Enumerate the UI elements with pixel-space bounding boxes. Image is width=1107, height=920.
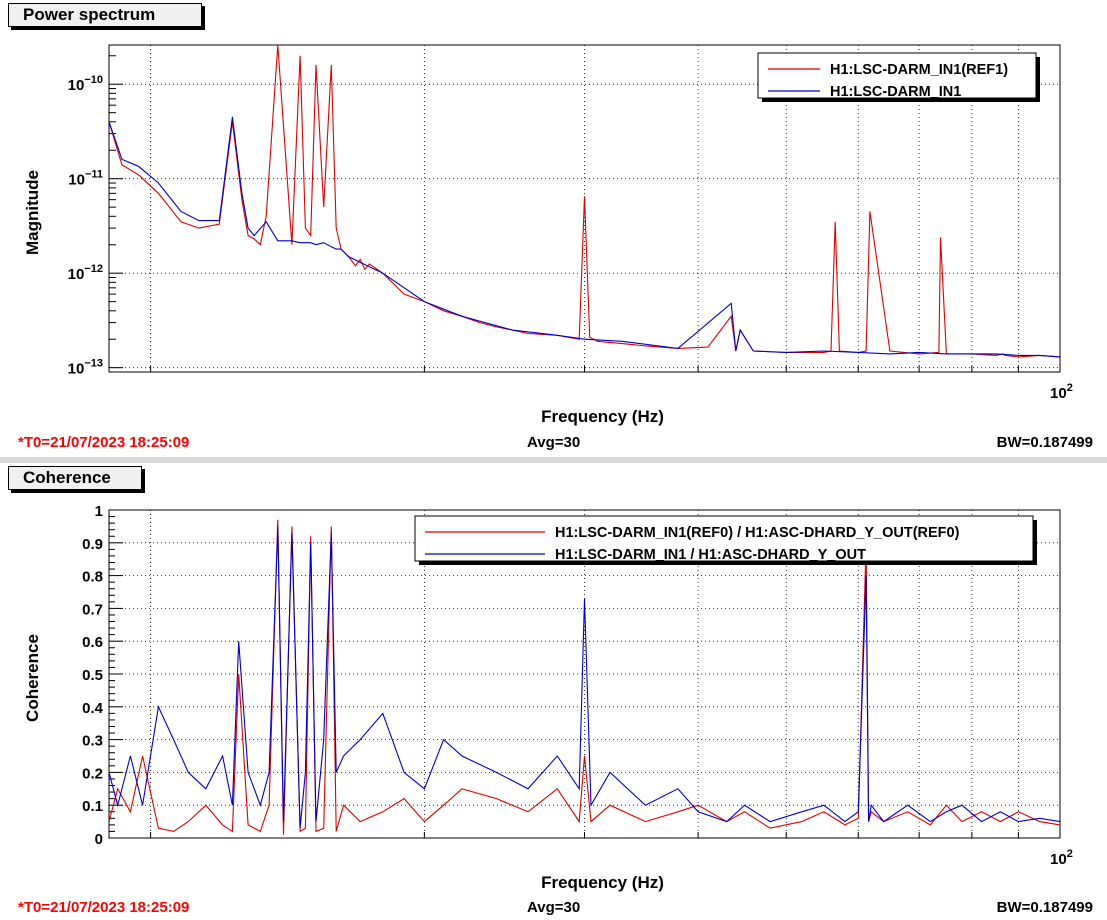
t0-timestamp: *T0=21/07/2023 18:25:09 [18, 434, 190, 451]
bandwidth: BW=0.187499 [996, 434, 1093, 451]
bandwidth: BW=0.187499 [996, 899, 1093, 916]
series-line [109, 526, 1060, 829]
x-tick-label: 102 [1050, 848, 1073, 868]
legend-entry: H1:LSC-DARM_IN1(REF0) / H1:ASC-DHARD_Y_O… [555, 525, 960, 541]
power-spectrum-chart[interactable]: 10−10 10−11 10−12 10−13 102 Frequency (Hz) Mag… [0, 0, 1107, 432]
y-tick-label: 0.1 [82, 798, 103, 815]
y-tick-label: 10−11 [68, 169, 103, 189]
y-tick-label: 10−13 [68, 358, 103, 378]
coherence-panel: Coherence 0 0.1 0.2 0.3 0.4 0.5 0.6 0.7 0.8 0.9 1 1… [0, 463, 1107, 920]
y-tick-label: 0.8 [82, 569, 103, 586]
x-axis-label: Frequency (Hz) [541, 407, 664, 426]
series-line [109, 45, 1060, 358]
panel-title: Coherence [8, 466, 142, 490]
legend-entry: H1:LSC-DARM_IN1 / H1:ASC-DHARD_Y_OUT [555, 547, 866, 563]
y-axis-label: Coherence [23, 634, 42, 722]
series-line [109, 519, 1060, 835]
y-tick-label: 0.7 [82, 601, 103, 618]
y-tick-label: 0.3 [82, 733, 103, 750]
y-tick-label: 0.6 [82, 634, 103, 651]
legend-entry: H1:LSC-DARM_IN1(REF1) [830, 62, 1008, 78]
x-tick-label: 102 [1050, 382, 1073, 402]
panel-title: Power spectrum [8, 3, 202, 27]
y-tick-label: 10−12 [68, 263, 103, 283]
y-tick-label: 10−10 [68, 74, 103, 94]
coherence-chart[interactable]: 0 0.1 0.2 0.3 0.4 0.5 0.6 0.7 0.8 0.9 1 102 Frequenc… [0, 463, 1107, 897]
average-count: Avg=30 [527, 899, 581, 916]
y-axis-label: Magnitude [23, 170, 42, 255]
y-tick-label: 0 [95, 831, 103, 848]
series-line [109, 116, 1060, 358]
y-tick-label: 0.9 [82, 536, 103, 553]
x-axis-label: Frequency (Hz) [541, 873, 664, 892]
y-tick-label: 0.2 [82, 765, 103, 782]
average-count: Avg=30 [527, 434, 581, 451]
legend-entry: H1:LSC-DARM_IN1 [830, 84, 961, 100]
power-spectrum-panel: Power spectrum 10−10 10−11 10−12 10−13 102 Fr… [0, 0, 1107, 457]
y-tick-label: 0.4 [82, 700, 104, 717]
t0-timestamp: *T0=21/07/2023 18:25:09 [18, 899, 190, 916]
y-tick-label: 1 [95, 503, 103, 520]
panel-divider[interactable] [0, 457, 1107, 463]
y-tick-label: 0.5 [82, 667, 103, 684]
